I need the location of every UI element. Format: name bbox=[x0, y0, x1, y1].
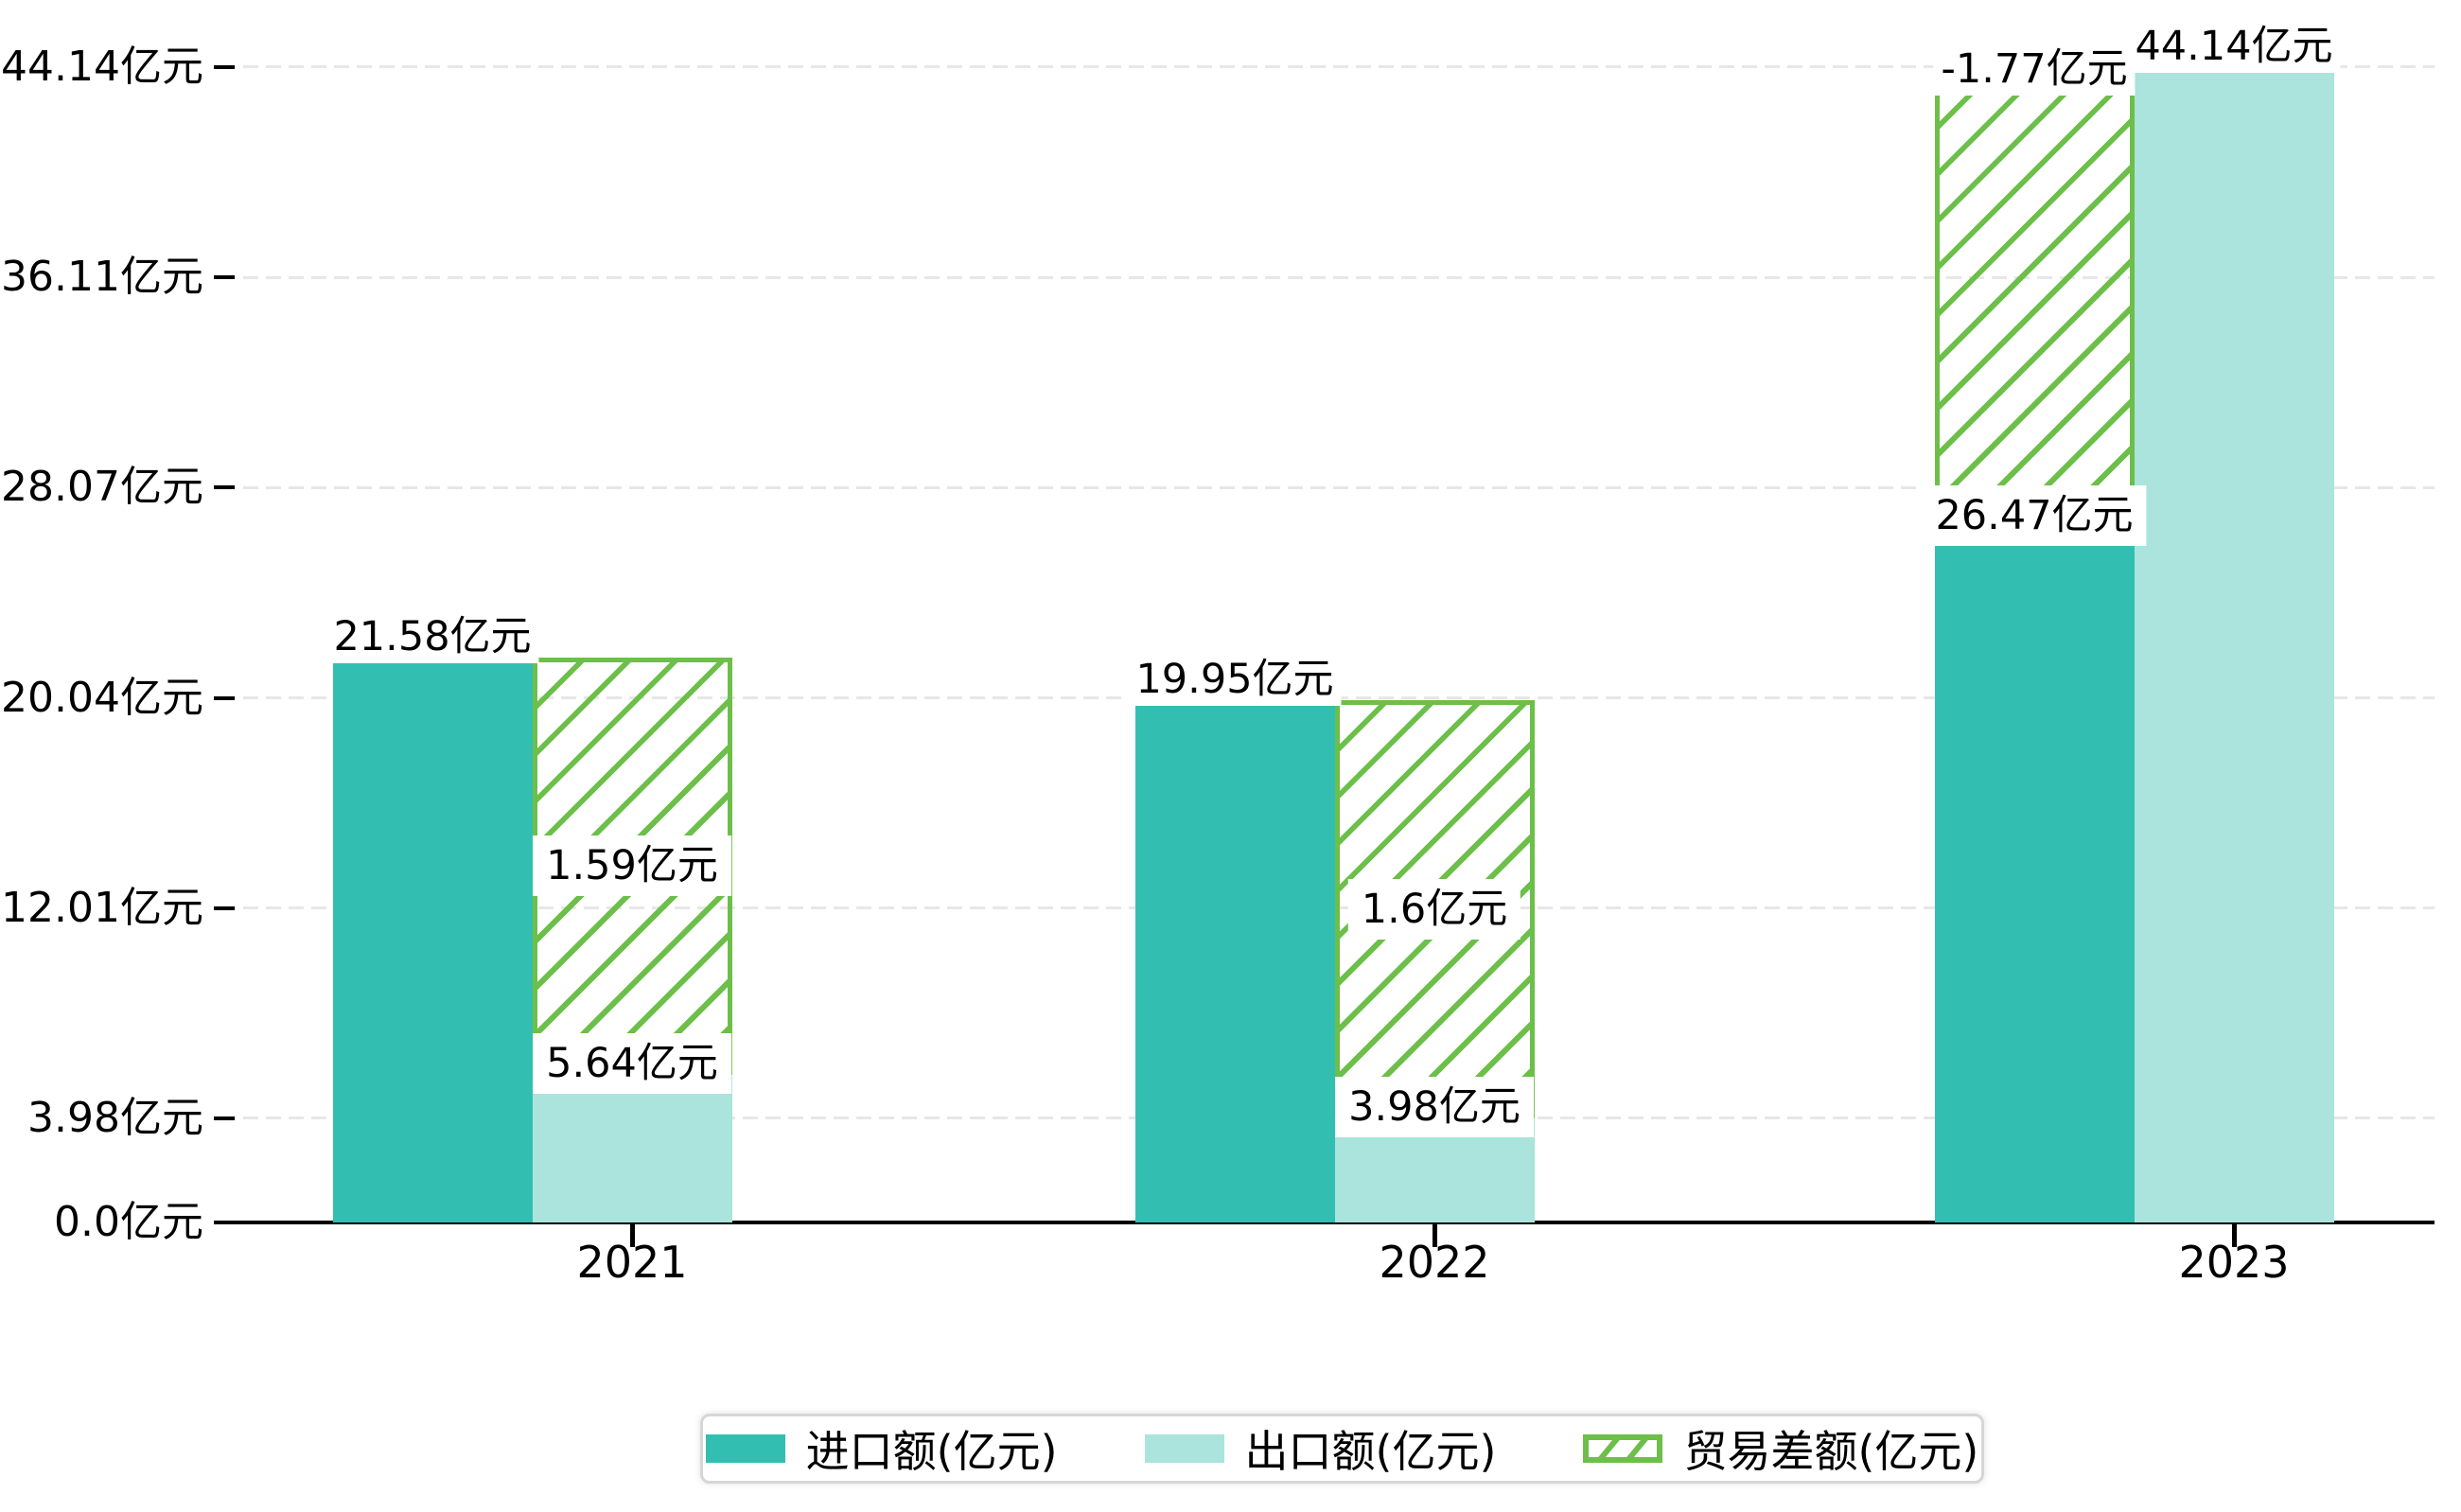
legend: 进口额(亿元) 出口额(亿元) 贸易差额(亿元) bbox=[700, 1414, 1984, 1484]
legend-item-export: 出口额(亿元) bbox=[1144, 1417, 1497, 1480]
import-bar-2021 bbox=[332, 657, 533, 1222]
export-bar-2023 bbox=[2134, 66, 2334, 1222]
data-label-import-2021: 21.58亿元 bbox=[325, 609, 539, 663]
y-axis-tick-label: 12.01亿元 bbox=[1, 883, 203, 932]
data-label-trade-diff-2023: -1.77亿元 bbox=[1933, 42, 2136, 96]
x-axis-label-2023: 2023 bbox=[2178, 1237, 2290, 1288]
data-label-trade-diff-2021: 1.59亿元 bbox=[533, 835, 731, 897]
data-label-import-2022: 19.95亿元 bbox=[1128, 653, 1342, 707]
import-swatch-icon bbox=[705, 1434, 785, 1463]
y-axis-tick-label: 0.0亿元 bbox=[54, 1198, 203, 1246]
y-axis-tick-label: 20.04亿元 bbox=[1, 673, 203, 722]
y-axis-tick-label: 36.11亿元 bbox=[1, 253, 203, 302]
x-axis-tick-2023 bbox=[2231, 1224, 2237, 1247]
legend-item-trade-diff: 贸易差额(亿元) bbox=[1583, 1417, 1978, 1480]
legend-item-import: 进口额(亿元) bbox=[705, 1417, 1058, 1480]
gridline bbox=[220, 275, 2435, 279]
y-axis-tick bbox=[214, 1116, 235, 1120]
export-bar-2021 bbox=[532, 1074, 732, 1222]
x-axis-label-2022: 2022 bbox=[1379, 1237, 1490, 1288]
import-bar-2023 bbox=[1934, 529, 2135, 1222]
x-axis-label-2021: 2021 bbox=[576, 1237, 688, 1288]
import-bar-2022 bbox=[1134, 700, 1335, 1222]
y-axis-tick bbox=[214, 905, 235, 910]
y-axis-tick-label: 3.98亿元 bbox=[27, 1093, 203, 1142]
x-axis-line bbox=[220, 1221, 2435, 1224]
legend-label-import: 进口额(亿元) bbox=[805, 1426, 1058, 1477]
x-axis-tick-2022 bbox=[1432, 1224, 1437, 1247]
x-axis-tick-2021 bbox=[629, 1224, 635, 1247]
export-swatch-icon bbox=[1144, 1434, 1224, 1463]
gridline bbox=[220, 65, 2435, 69]
trade-diff-bar-2023 bbox=[1934, 81, 2135, 530]
y-axis-tick-label: 44.14亿元 bbox=[1, 42, 203, 91]
data-label-export-2023: 44.14亿元 bbox=[2127, 19, 2341, 73]
y-axis-tick bbox=[214, 485, 235, 490]
y-axis-tick-label: 28.07亿元 bbox=[1, 463, 203, 512]
data-label-export-2021: 5.64亿元 bbox=[533, 1032, 731, 1094]
data-label-trade-diff-2022: 1.6亿元 bbox=[1347, 878, 1521, 940]
legend-label-trade-diff: 贸易差额(亿元) bbox=[1683, 1426, 1979, 1477]
y-axis-tick bbox=[214, 275, 235, 280]
data-label-import-2023: 26.47亿元 bbox=[1922, 484, 2147, 546]
data-label-export-2022: 3.98亿元 bbox=[1335, 1076, 1534, 1137]
y-axis-tick bbox=[214, 695, 235, 700]
trade-diff-hatched-swatch-icon bbox=[1583, 1433, 1663, 1464]
y-axis-tick bbox=[214, 64, 235, 69]
legend-label-export: 出口额(亿元) bbox=[1244, 1426, 1497, 1477]
gridline bbox=[220, 485, 2435, 489]
